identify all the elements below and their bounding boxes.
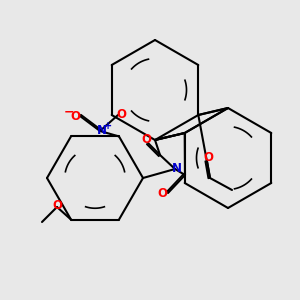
Text: N: N — [97, 124, 106, 137]
Text: +: + — [104, 121, 112, 130]
Text: −: − — [63, 106, 74, 119]
Text: O: O — [70, 110, 80, 122]
Text: N: N — [172, 162, 182, 175]
Text: O: O — [141, 133, 151, 146]
Text: O: O — [157, 187, 167, 200]
Text: O: O — [203, 151, 214, 164]
Text: O: O — [52, 199, 63, 212]
Text: O: O — [116, 108, 126, 121]
